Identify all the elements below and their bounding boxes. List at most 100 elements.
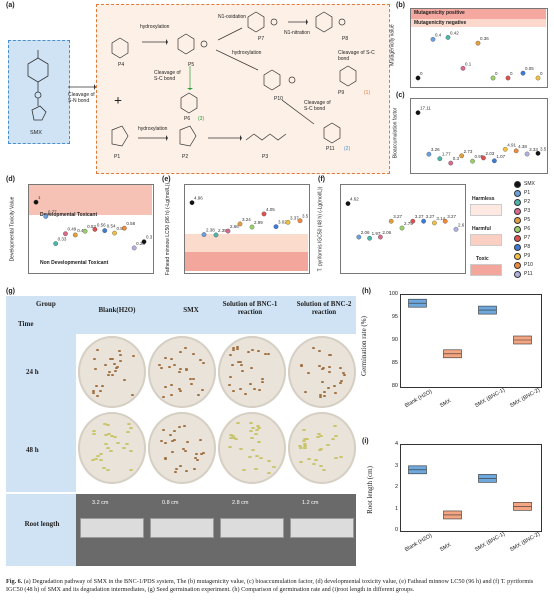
legend-harmless-label: Harmless [472, 196, 495, 202]
seed-mark [108, 449, 113, 452]
legend-item-label: P9 [524, 253, 531, 259]
mutagenicity-value-label: 0 [540, 71, 543, 76]
seed-mark [312, 462, 317, 465]
arrow-hydroxylation-icon [142, 39, 168, 45]
dev-toxicity-point [102, 228, 108, 233]
seed-mark [248, 382, 252, 385]
bioaccumulation-point [470, 158, 475, 164]
dev-toxicity-value-label: 0.54 [107, 224, 116, 229]
seed-mark [131, 355, 135, 358]
lc50-point [297, 218, 303, 224]
bioaccumulation-value-label: 17.11 [420, 106, 431, 111]
x-tick-label: Blank (H2O) [404, 388, 434, 410]
cleavage-sc-left-label: Cleavage of S-C bond [154, 70, 181, 82]
mutagenicity-value-label: 0.36 [480, 36, 489, 41]
panel-c-plot [410, 98, 548, 174]
arrow-hydroxylation-mid-icon [216, 49, 259, 71]
panel-e-ylabel: Fathead minnow LC50 (96 h) (-Lg(mol/L)) [165, 182, 172, 276]
dev-toxicity-point [72, 232, 78, 238]
seed-mark [172, 429, 176, 432]
p11-structure-icon [323, 122, 341, 144]
plus-sign: + [114, 94, 122, 109]
legend-dot-icon [514, 180, 521, 188]
p2-structure-icon [179, 125, 197, 147]
igc50-value-label: 3.27 [393, 214, 402, 219]
dev-toxicity-point [92, 227, 98, 232]
arrow-sn-icon [68, 84, 96, 90]
dev-toxicity-value-label: 0.36 [146, 235, 152, 240]
seed-mark [164, 357, 168, 360]
legend-dot-icon [514, 261, 521, 269]
mutagenicity-negative-label: Mutagenicity negative [414, 20, 467, 26]
igc50-point [388, 218, 394, 224]
p9-label: P9 [338, 90, 345, 96]
seed-mark [197, 394, 201, 397]
igc50-value-label: 3.27 [426, 214, 435, 219]
seed-mark [254, 455, 259, 458]
bioaccumulation-value-label: 2.73 [464, 149, 473, 154]
seed-mark [122, 378, 126, 381]
seed-plate [78, 412, 146, 484]
hydroxylation-top-label: hydroxylation [140, 24, 170, 30]
seed-mark [259, 457, 264, 460]
seed-plate [218, 336, 286, 408]
seed-mark [185, 470, 189, 473]
seed-mark [105, 423, 110, 426]
igc50-point [356, 234, 362, 240]
panel-i-boxes [408, 465, 532, 520]
bioaccumulation-point [513, 148, 519, 154]
legend-item-label: P7 [524, 235, 531, 241]
ruler [290, 518, 354, 538]
hydroxylation-mid-label: hydroxylation [232, 50, 262, 56]
dev-toxicity-value-label: 0.49 [67, 227, 76, 232]
seed-mark [302, 442, 307, 445]
seed-mark [195, 452, 199, 455]
column-bnc1-label: Solution of BNC-1 reaction [222, 300, 278, 316]
seed-mark [312, 347, 316, 350]
column-blank-label: Blank(H2O) [98, 306, 136, 314]
seed-mark [321, 368, 325, 371]
seed-mark [162, 395, 166, 398]
arrow-hydroxylation-bottom-icon [138, 135, 168, 141]
seed-mark [246, 351, 250, 354]
seed-mark [250, 426, 255, 429]
legend-item: SMX [514, 180, 535, 188]
panel-f-points: 4.622.06 1.97 2.063.272.753.27 3.27 3.14 3.27… [345, 197, 464, 241]
bioaccumulation-point [448, 160, 454, 166]
mutagenicity-positive-band [411, 9, 546, 19]
mutagenicity-value-label: 0.1 [465, 61, 472, 66]
seed-mark [332, 385, 336, 388]
seed-mark [322, 469, 327, 472]
igc50-value-label: 3.14 [436, 216, 445, 221]
p1-label: P1 [114, 154, 121, 160]
seed-mark [228, 446, 232, 449]
caption-lead: Fig. 6. [6, 578, 23, 585]
seed-mark [189, 378, 193, 381]
seed-mark [91, 392, 95, 395]
seed-mark [328, 370, 332, 373]
root-length-value: 3.2 cm [92, 500, 109, 506]
panel-g-letter: (g) [6, 288, 15, 295]
p6-label: P6 [184, 116, 191, 122]
bioaccumulation-point [426, 151, 432, 157]
arrow-cleavage-sc-right-icon [282, 100, 315, 125]
legend: Harmless Harmful Toxic SMX P1 P2 P3 P5 P6 P7 P8… [470, 180, 550, 284]
seed-mark [298, 444, 302, 447]
seed-mark [249, 366, 253, 369]
ruler [80, 518, 144, 538]
seed-mark [243, 392, 247, 395]
seed-mark [186, 441, 190, 444]
seed-mark [182, 448, 186, 451]
seed-mark [178, 350, 182, 353]
bioaccumulation-value-label: 4.38 [518, 144, 527, 149]
lc50-point [189, 200, 195, 206]
seed-mark [93, 368, 97, 371]
seed-mark [115, 441, 120, 444]
igc50-point [345, 201, 351, 206]
lc50-value-label: 2.35 [218, 228, 227, 233]
mutagenicity-value-label: 0 [495, 71, 498, 76]
p1-structure-icon [111, 125, 129, 147]
x-tick-label: SMX (BNC-1) [474, 531, 507, 554]
y-tick-label: 2 [394, 484, 398, 490]
seed-mark [178, 367, 182, 370]
